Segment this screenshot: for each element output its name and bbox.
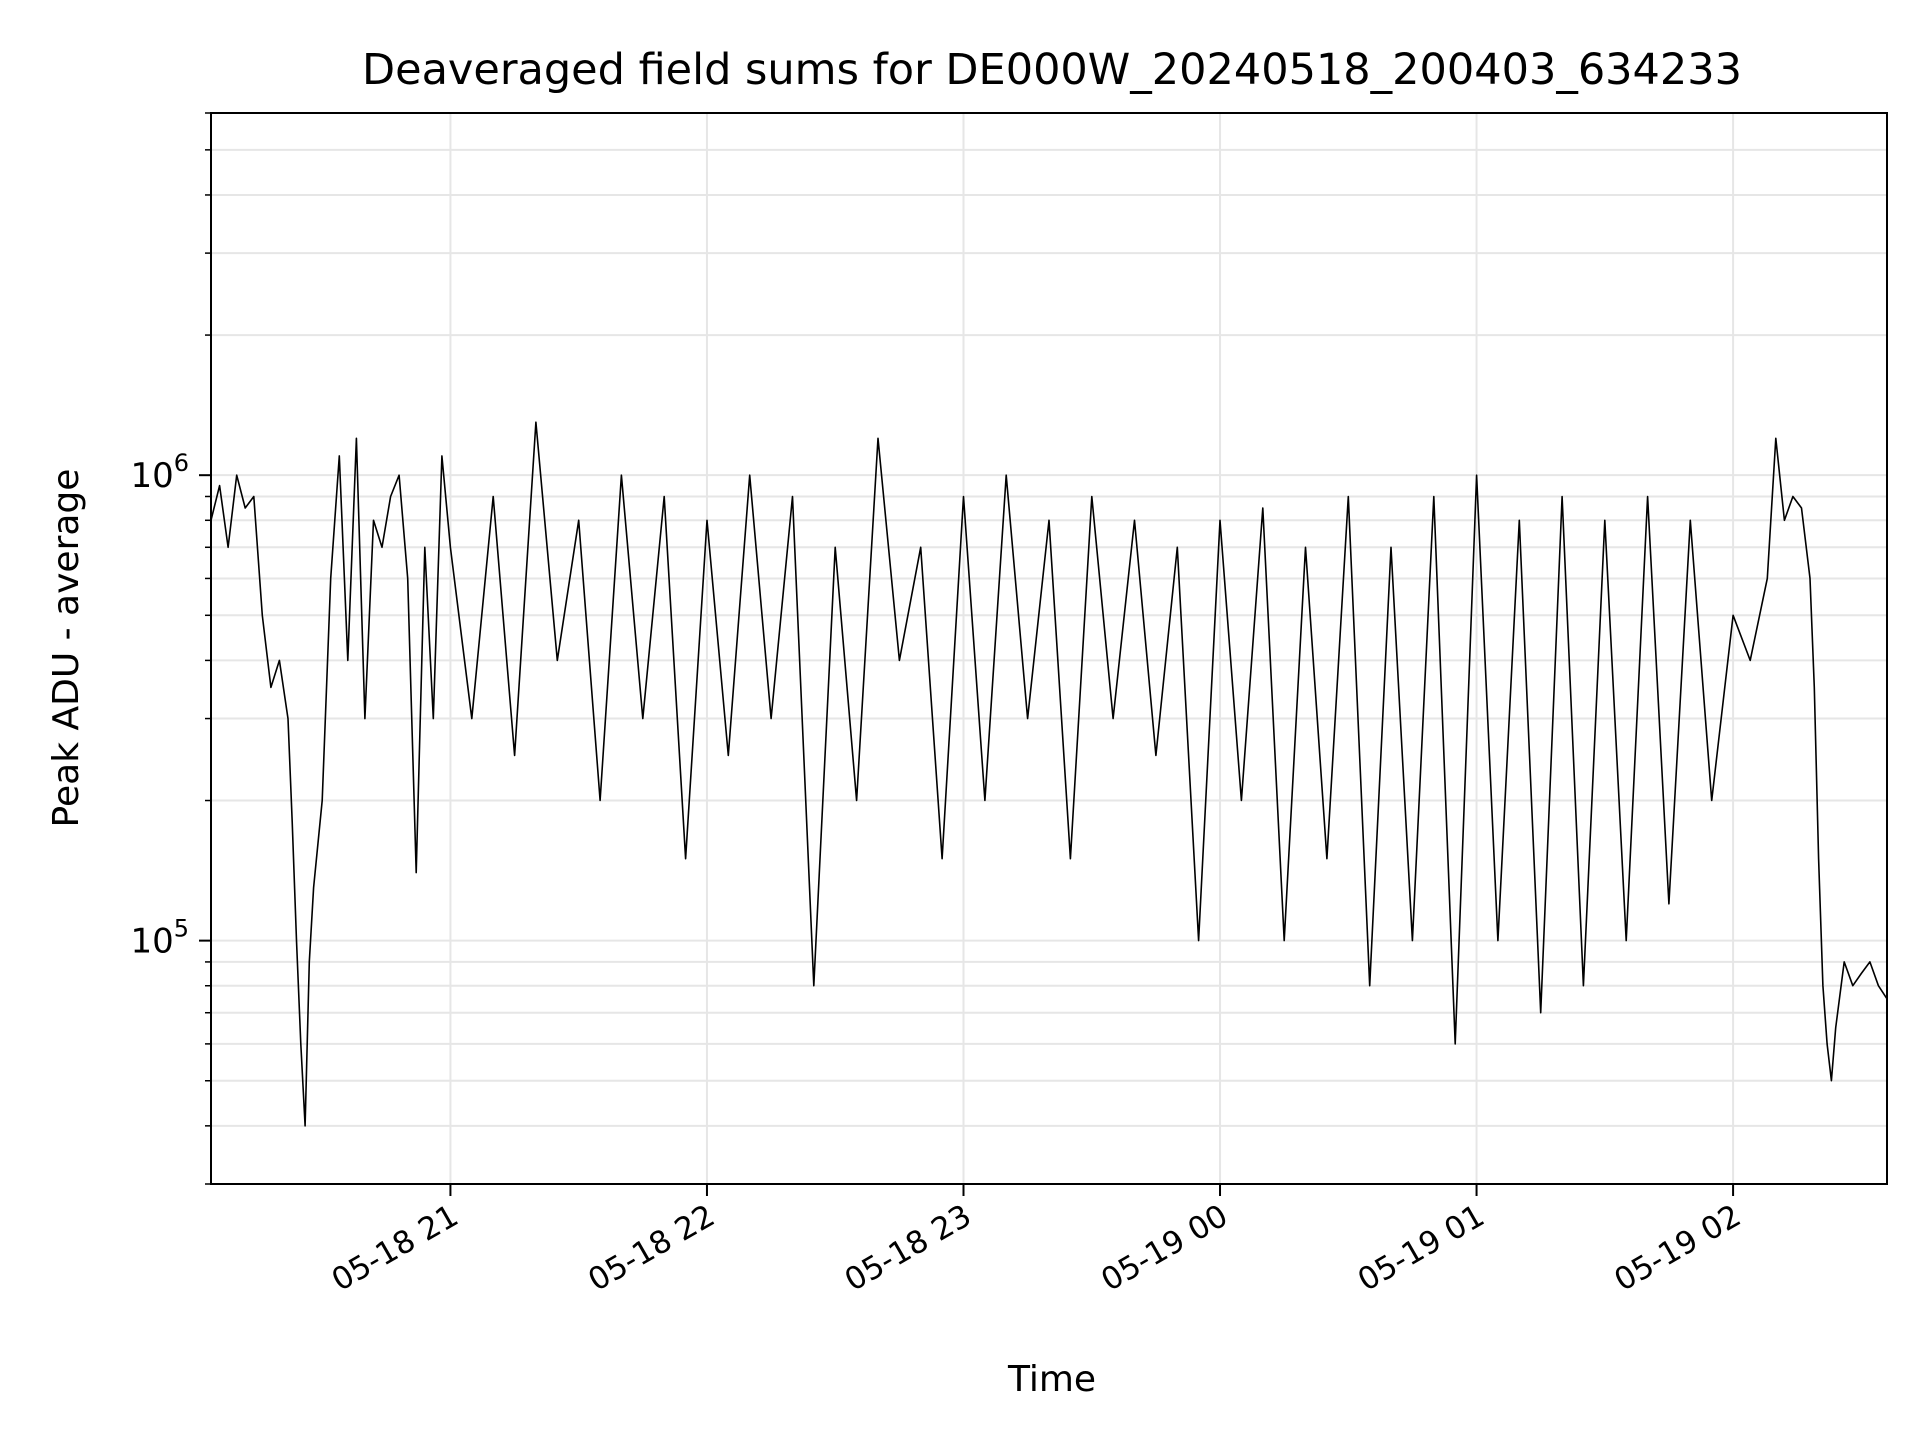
y-tick-label: 106 xyxy=(130,449,189,496)
grid-lines xyxy=(211,112,1887,1185)
series-line xyxy=(210,421,1888,1127)
y-axis-label: Peak ADU - average xyxy=(46,469,87,828)
x-axis-label: Time xyxy=(1007,1359,1096,1400)
plot-frame xyxy=(210,112,1888,1185)
series-layer xyxy=(210,421,1888,1127)
chart-title: Deaveraged field sums for DE000W_2024051… xyxy=(362,45,1742,95)
y-tick-label: 105 xyxy=(130,915,189,962)
